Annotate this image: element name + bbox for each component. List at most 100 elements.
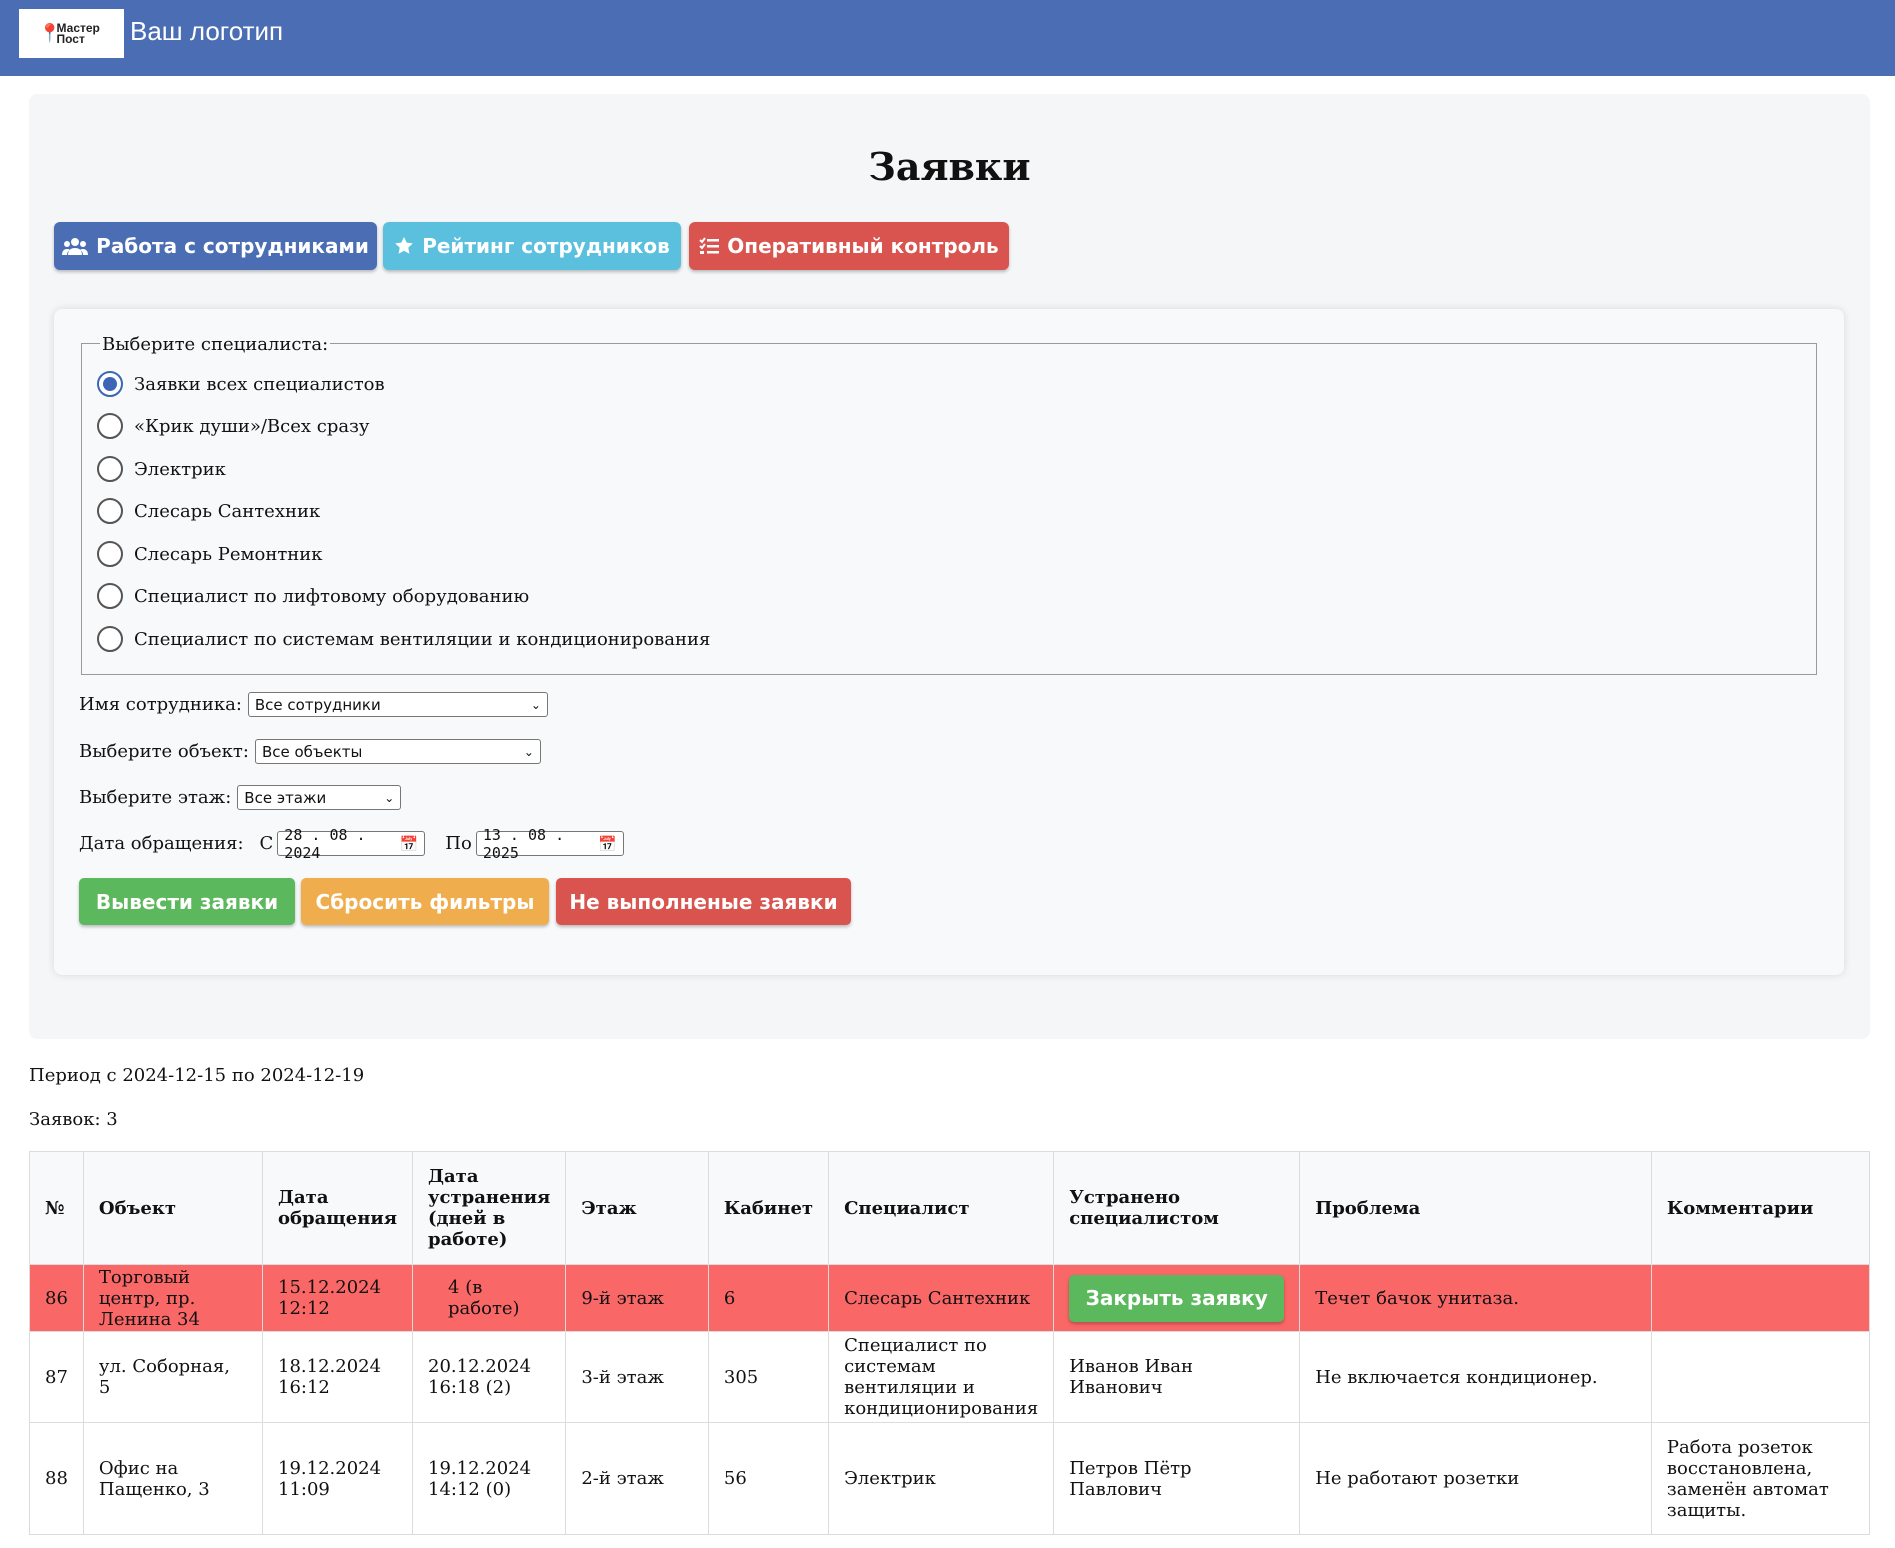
- list-check-icon: [699, 237, 720, 254]
- radio-label: Специалист по лифтовому оборудованию: [134, 585, 530, 607]
- radio-button[interactable]: [97, 413, 123, 439]
- column-header[interactable]: Проблема: [1299, 1151, 1652, 1265]
- cell-problem: Не включается кондиционер.: [1299, 1331, 1652, 1423]
- cell-floor: 9-й этаж: [565, 1264, 709, 1332]
- cell-object: Офис на Пащенко, 3: [82, 1422, 264, 1535]
- count-text: Заявок: 3: [29, 1109, 118, 1130]
- date-from-value: 28 . 08 . 2024: [284, 825, 366, 862]
- close-request-button[interactable]: Закрыть заявку: [1069, 1274, 1285, 1322]
- radio-label: «Крик души»/Всех сразу: [134, 415, 370, 437]
- calendar-icon[interactable]: 📅: [598, 834, 617, 853]
- cell-num: 88: [29, 1422, 84, 1535]
- cell-room: 6: [707, 1264, 830, 1332]
- column-header[interactable]: Дата устранения (дней в работе): [412, 1151, 567, 1265]
- radio-label: Электрик: [134, 458, 226, 480]
- date-from-input[interactable]: 28 . 08 . 2024 📅: [277, 826, 426, 862]
- cell-closed: 4 (в работе): [412, 1264, 567, 1332]
- cell-comment: [1650, 1264, 1871, 1332]
- calendar-icon[interactable]: 📅: [399, 834, 419, 853]
- radio-button[interactable]: [97, 371, 123, 397]
- table-row: 87 ул. Соборная, 5 18.12.2024 16:12 20.1…: [29, 1331, 1871, 1423]
- staff-button[interactable]: Работа с сотрудниками: [54, 222, 377, 270]
- control-button[interactable]: Оперативный контроль: [689, 222, 1009, 270]
- employee-select[interactable]: Все сотрудники ⌄: [247, 692, 548, 717]
- specialist-legend: Выберите специалиста:: [100, 334, 331, 355]
- cell-comment: [1650, 1331, 1871, 1423]
- brand-name: Ваш логотип: [130, 16, 284, 46]
- cell-floor: 2-й этаж: [565, 1422, 709, 1535]
- radio-button[interactable]: [97, 456, 123, 482]
- cell-comment: Работа розеток восстановлена, заменён ав…: [1650, 1422, 1871, 1535]
- logo-text: Мастер Пост: [56, 20, 100, 46]
- column-header[interactable]: Дата обращения: [262, 1151, 414, 1265]
- chevron-down-icon: ⌄: [523, 744, 534, 759]
- column-header[interactable]: Устранено специалистом: [1053, 1151, 1301, 1265]
- radio-label: Слесарь Ремонтник: [134, 543, 323, 565]
- radio-cry[interactable]: «Крик души»/Всех сразу: [97, 411, 370, 441]
- date-filter: Дата обращения: С 28 . 08 . 2024 📅 По 13…: [79, 826, 624, 862]
- rating-button[interactable]: Рейтинг сотрудников: [383, 222, 681, 270]
- rating-button-label: Рейтинг сотрудников: [422, 234, 670, 258]
- radio-button[interactable]: [97, 583, 123, 609]
- location-pin-icon: 📍: [38, 22, 61, 44]
- column-header[interactable]: Кабинет: [707, 1151, 830, 1265]
- table-row: 88 Офис на Пащенко, 3 19.12.2024 11:09 1…: [29, 1422, 1871, 1535]
- date-label: Дата обращения:: [79, 833, 244, 854]
- cell-closed: 19.12.2024 14:12 (0): [412, 1422, 567, 1535]
- cell-fixed-by: Закрыть заявку: [1053, 1264, 1301, 1332]
- cell-specialist: Электрик: [828, 1422, 1055, 1535]
- date-to-input[interactable]: 13 . 08 . 2025 📅: [475, 826, 624, 862]
- cell-problem: Не работают розетки: [1299, 1422, 1652, 1535]
- radio-electrician[interactable]: Электрик: [97, 454, 226, 484]
- column-header[interactable]: Специалист: [828, 1151, 1055, 1265]
- column-header[interactable]: №: [29, 1151, 84, 1265]
- floor-select[interactable]: Все этажи ⌄: [237, 785, 402, 810]
- logo[interactable]: 📍 Мастер Пост: [19, 9, 124, 58]
- pending-requests-button[interactable]: Не выполненые заявки: [556, 878, 851, 925]
- staff-button-label: Работа с сотрудниками: [96, 234, 369, 258]
- cell-num: 87: [29, 1331, 84, 1423]
- column-header[interactable]: Этаж: [565, 1151, 709, 1265]
- radio-button[interactable]: [97, 541, 123, 567]
- radio-plumber[interactable]: Слесарь Сантехник: [97, 496, 320, 526]
- cell-closed-text: 4 (в работе): [448, 1277, 520, 1319]
- specialist-fieldset: Выберите специалиста: Заявки всех специа…: [81, 334, 1817, 675]
- top-bar: 📍 Мастер Пост Ваш логотип: [0, 0, 1895, 76]
- cell-num: 86: [29, 1264, 84, 1332]
- date-to-value: 13 . 08 . 2025: [482, 825, 565, 862]
- radio-label: Заявки всех специалистов: [134, 373, 385, 395]
- radio-label: Специалист по системам вентиляции и конд…: [134, 628, 711, 650]
- column-header[interactable]: Объект: [82, 1151, 264, 1265]
- radio-button[interactable]: [97, 626, 123, 652]
- users-icon: [62, 238, 89, 255]
- cell-object: ул. Соборная, 5: [82, 1331, 264, 1423]
- period-text: Период с 2024-12-15 по 2024-12-19: [29, 1065, 365, 1086]
- radio-elevator[interactable]: Специалист по лифтовому оборудованию: [97, 581, 529, 611]
- radio-label: Слесарь Сантехник: [134, 500, 321, 522]
- column-header[interactable]: Комментарии: [1650, 1151, 1871, 1265]
- radio-ventilation[interactable]: Специалист по системам вентиляции и конд…: [97, 624, 710, 654]
- date-to-label: По: [445, 833, 472, 854]
- radio-all[interactable]: Заявки всех специалистов: [97, 369, 385, 399]
- cell-opened: 19.12.2024 11:09: [262, 1422, 414, 1535]
- cell-opened: 15.12.2024 12:12: [262, 1264, 414, 1332]
- radio-button[interactable]: [97, 498, 123, 524]
- employee-label: Имя сотрудника:: [79, 694, 242, 715]
- control-button-label: Оперативный контроль: [727, 234, 999, 258]
- main-panel: Заявки Работа с сотрудниками Рейтинг сот…: [29, 94, 1870, 1039]
- radio-repairman[interactable]: Слесарь Ремонтник: [97, 539, 323, 569]
- cell-fixed-by: Петров Пётр Павлович: [1053, 1422, 1301, 1535]
- cell-floor: 3-й этаж: [565, 1331, 709, 1423]
- reset-filters-button[interactable]: Сбросить фильтры: [301, 878, 549, 925]
- cell-object: Торговый центр, пр. Ленина 34: [82, 1264, 264, 1332]
- cell-problem: Течет бачок унитаза.: [1299, 1264, 1652, 1332]
- table-header-row: № Объект Дата обращения Дата устранения …: [29, 1151, 1871, 1265]
- employee-filter: Имя сотрудника: Все сотрудники ⌄: [79, 692, 548, 717]
- floor-filter: Выберите этаж: Все этажи ⌄: [79, 785, 402, 810]
- object-label: Выберите объект:: [79, 741, 249, 762]
- requests-table: № Объект Дата обращения Дата устранения …: [29, 1151, 1871, 1535]
- cell-closed: 20.12.2024 16:18 (2): [412, 1331, 567, 1423]
- floor-label: Выберите этаж:: [79, 787, 232, 808]
- object-select[interactable]: Все объекты ⌄: [254, 739, 541, 764]
- show-requests-button[interactable]: Вывести заявки: [79, 878, 295, 925]
